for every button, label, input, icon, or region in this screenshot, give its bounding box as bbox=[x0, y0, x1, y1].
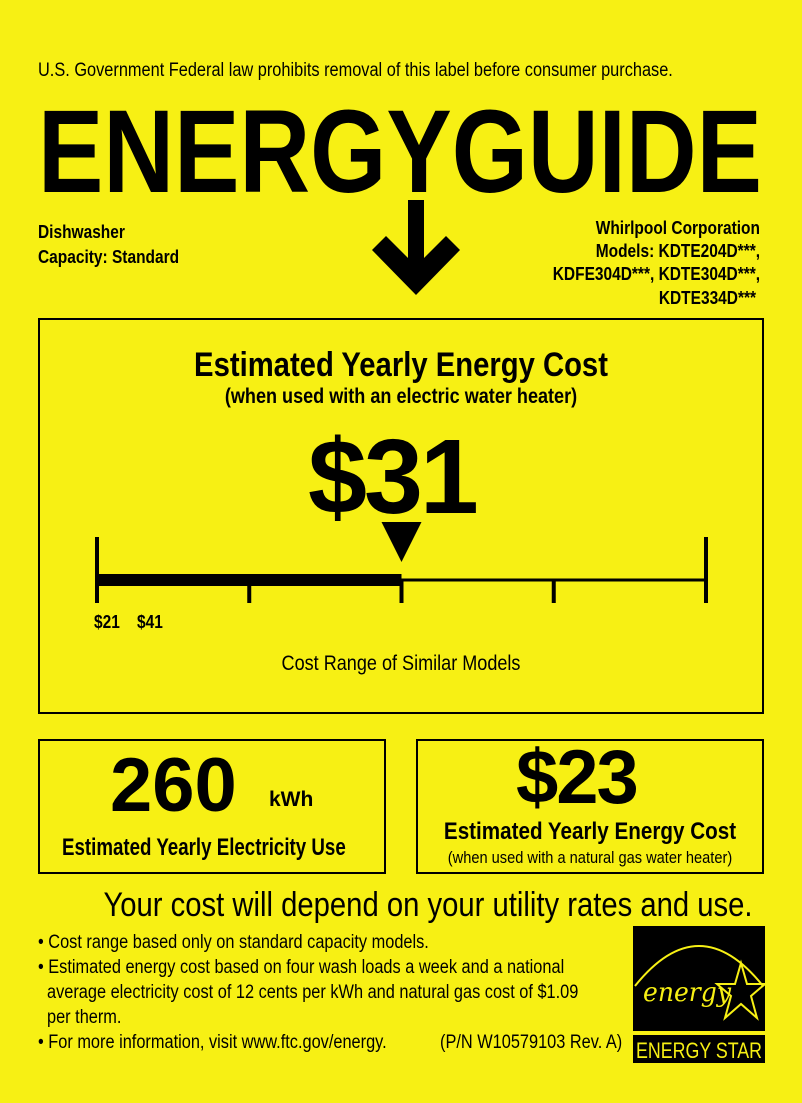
cost-range-scale bbox=[95, 522, 708, 603]
main-cost-subtitle: (when used with an electric water heater… bbox=[224, 385, 578, 408]
cost-marker-triangle-icon bbox=[381, 522, 422, 562]
gas-cost-value: $23 bbox=[516, 735, 639, 820]
range-low-label: $21 bbox=[94, 612, 120, 632]
models-line-2: KDFE304D***, KDTE304D***, bbox=[552, 264, 760, 284]
star-icon bbox=[714, 959, 765, 1021]
product-capacity: Capacity: Standard bbox=[38, 247, 180, 267]
gas-cost-sublabel: (when used with a natural gas water heat… bbox=[447, 848, 733, 867]
logo-text: ENERGYGUIDE bbox=[38, 86, 762, 218]
yearly-cost-panel bbox=[38, 318, 764, 714]
part-number: (P/N W10579103 Rev. A) bbox=[440, 1032, 623, 1053]
bullet-2-cont-2: per therm. bbox=[47, 1007, 122, 1028]
models-line-3: KDTE334D*** bbox=[658, 288, 756, 308]
electricity-unit: kWh bbox=[269, 788, 314, 811]
gas-cost-panel bbox=[416, 739, 764, 874]
electricity-label: Estimated Yearly Electricity Use bbox=[62, 834, 346, 861]
models-line-1: Models: KDTE204D***, bbox=[595, 241, 760, 261]
bullet-2: • Estimated energy cost based on four wa… bbox=[38, 957, 565, 978]
federal-notice: U.S. Government Federal law prohibits re… bbox=[38, 60, 673, 81]
range-high-label: $41 bbox=[137, 612, 163, 632]
manufacturer-name: Whirlpool Corporation bbox=[595, 218, 760, 238]
electricity-value: 260 bbox=[110, 743, 237, 828]
main-cost-value: $31 bbox=[308, 418, 479, 536]
range-caption: Cost Range of Similar Models bbox=[281, 652, 521, 675]
energy-star-logo: energy ENERGY STAR bbox=[633, 926, 765, 1063]
main-cost-title: Estimated Yearly Energy Cost bbox=[194, 346, 608, 384]
gas-cost-label: Estimated Yearly Energy Cost bbox=[443, 818, 737, 845]
energy-star-label: ENERGY STAR bbox=[636, 1038, 762, 1063]
bullet-2-cont: average electricity cost of 12 cents per… bbox=[47, 982, 579, 1003]
footer-headline: Your cost will depend on your utility ra… bbox=[103, 886, 753, 924]
electricity-use-panel bbox=[38, 739, 386, 874]
arrow-down-icon bbox=[372, 200, 460, 295]
bullet-3: • For more information, visit www.ftc.go… bbox=[38, 1032, 387, 1053]
bullet-1: • Cost range based only on standard capa… bbox=[38, 932, 429, 953]
product-type: Dishwasher bbox=[38, 222, 125, 242]
energy-script: energy bbox=[643, 978, 731, 1008]
energyguide-logo: ENERGYGUIDE bbox=[38, 86, 762, 295]
